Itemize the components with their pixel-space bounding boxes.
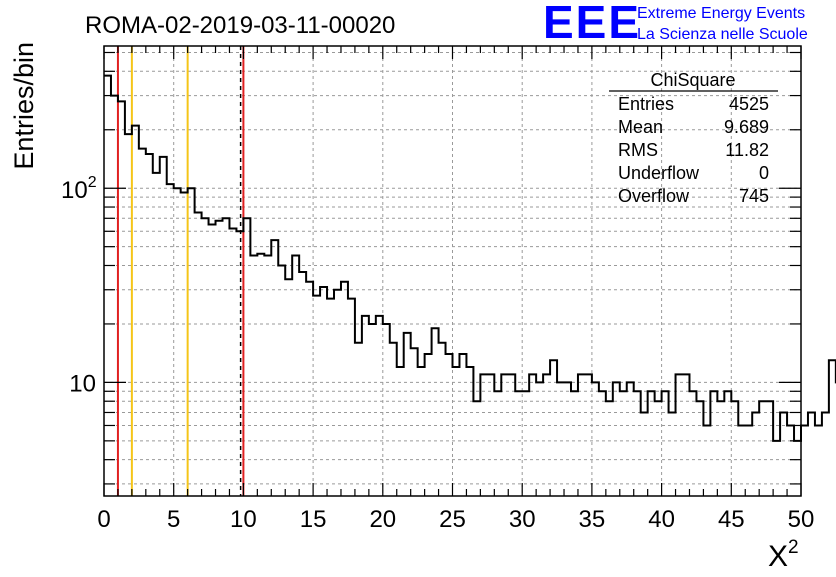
logo-line-1: Extreme Energy Events <box>637 5 806 22</box>
reference-lines <box>116 46 245 496</box>
y-tick-label: 102 <box>61 174 97 204</box>
histogram-series <box>104 74 836 442</box>
y-tick-label-exponent: 2 <box>88 174 97 191</box>
x-tick-label: 5 <box>167 506 180 533</box>
stats-row-value: 745 <box>739 186 769 206</box>
x-axis-label-base: X <box>768 540 788 572</box>
y-axis-label: Entries/bin <box>9 42 39 170</box>
stats-box: ChiSquare Entries 4525 Mean 9.689 RMS 11.82 Un… <box>609 70 778 206</box>
eee-logo: EEE Extreme Energy Events La Scienza nel… <box>543 0 833 48</box>
x-tick-label: 25 <box>439 506 466 533</box>
logo-mark: EEE <box>543 0 642 48</box>
stats-row-label: Entries <box>618 94 674 114</box>
x-tick-label: 0 <box>97 506 110 533</box>
x-tick-label: 15 <box>300 506 327 533</box>
x-tick-label: 45 <box>718 506 745 533</box>
x-tick-label: 40 <box>648 506 675 533</box>
stats-row-label: Mean <box>618 117 663 137</box>
x-tick-label: 30 <box>509 506 536 533</box>
grid <box>104 46 801 496</box>
x-tick-label: 35 <box>579 506 606 533</box>
x-tick-label: 10 <box>230 506 257 533</box>
x-tick-label: 50 <box>788 506 815 533</box>
stats-row-value: 11.82 <box>725 140 769 160</box>
y-tick-label: 10 <box>69 370 96 397</box>
stats-row-value: 4525 <box>729 94 769 114</box>
logo-line-2: La Scienza nelle Scuole <box>637 26 808 43</box>
stats-title: ChiSquare <box>650 70 735 90</box>
histogram-line <box>104 74 836 442</box>
stats-row-value: 0 <box>759 163 769 183</box>
chart-title: ROMA-02-2019-03-11-00020 <box>85 12 395 39</box>
stats-rows: Entries 4525 Mean 9.689 RMS 11.82 Underflow 0 Ov… <box>618 94 769 206</box>
axis-ticks <box>103 46 802 496</box>
stats-row-label: Overflow <box>618 186 690 206</box>
x-tick-label: 20 <box>369 506 396 533</box>
x-axis-label-exponent: 2 <box>788 537 799 558</box>
stats-row-value: 9.689 <box>724 117 769 137</box>
x-axis-label: X2 <box>768 537 799 572</box>
y-tick-label-base: 10 <box>61 177 88 204</box>
stats-row-label: RMS <box>618 140 658 160</box>
stats-row-label: Underflow <box>618 163 700 183</box>
